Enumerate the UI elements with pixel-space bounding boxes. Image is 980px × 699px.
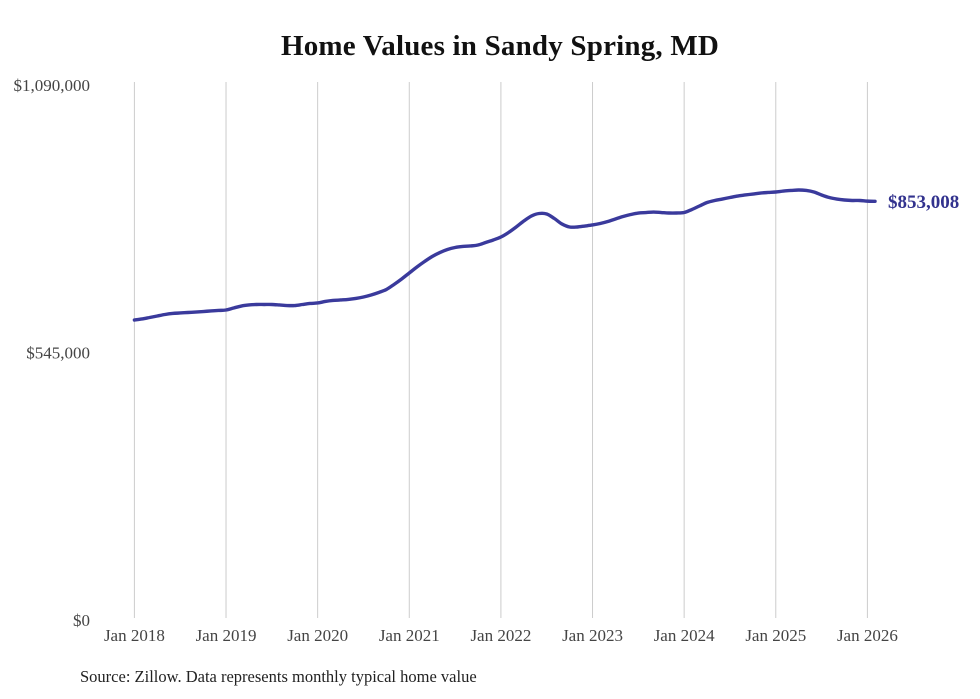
x-axis-labels-group: Jan 2018 Jan 2019 Jan 2020 Jan 2021 Jan 2022… — [104, 626, 898, 645]
y-axis-tick-label: $0 — [73, 611, 90, 630]
x-axis-tick-label: Jan 2022 — [470, 626, 531, 645]
chart-title: Home Values in Sandy Spring, MD — [280, 30, 720, 62]
annotations-group: $853,008 — [888, 192, 959, 213]
gridlines-group — [133, 82, 868, 618]
y-axis-labels-group: $0 $545,000 $1,090,000 — [14, 76, 91, 630]
home-value-line — [132, 188, 877, 322]
x-axis-tick-label: Jan 2018 — [104, 626, 165, 645]
source-note: Source: Zillow. Data represents monthly … — [80, 667, 477, 686]
x-axis-tick-label: Jan 2023 — [562, 626, 623, 645]
y-axis-tick-label: $545,000 — [26, 344, 90, 363]
x-axis-tick-label: Jan 2026 — [837, 626, 898, 645]
latest-value-label: $853,008 — [888, 192, 959, 213]
series-group — [132, 188, 877, 322]
x-axis-tick-label: Jan 2025 — [745, 626, 806, 645]
x-axis-tick-label: Jan 2020 — [287, 626, 348, 645]
y-axis-tick-label: $1,090,000 — [14, 76, 91, 95]
x-axis-tick-label: Jan 2019 — [196, 626, 257, 645]
x-axis-tick-label: Jan 2024 — [654, 626, 715, 645]
x-axis-tick-label: Jan 2021 — [379, 626, 440, 645]
